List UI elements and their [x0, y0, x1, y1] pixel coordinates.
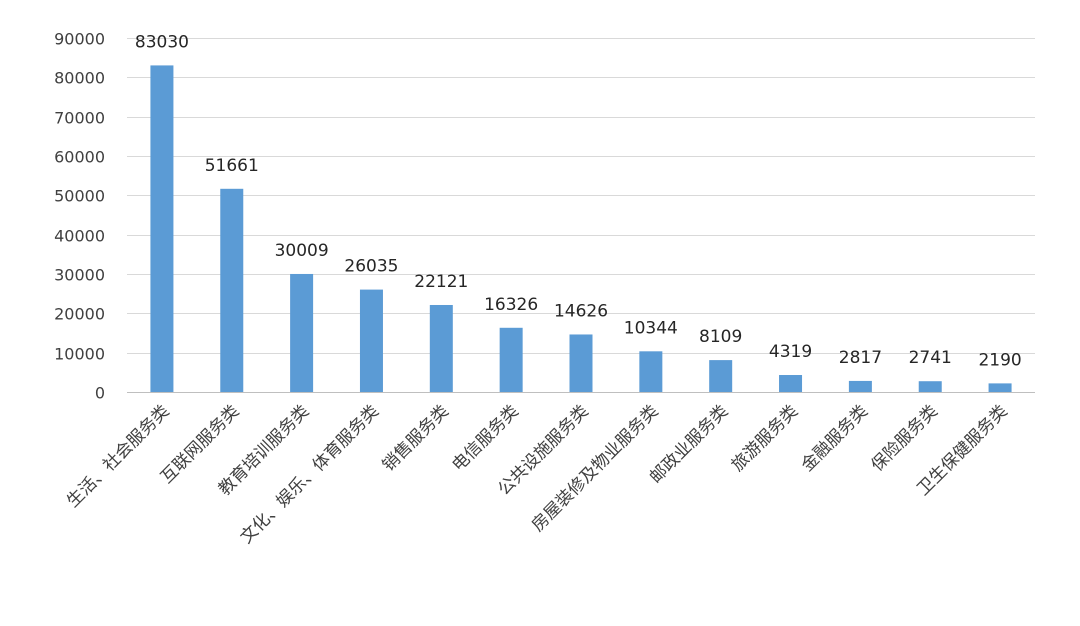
data-label: 14626: [554, 301, 608, 321]
data-label: 16326: [484, 295, 538, 315]
bar: [639, 351, 663, 392]
y-tick-label: 80000: [54, 69, 105, 88]
bar: [220, 188, 244, 392]
y-tick-label: 40000: [54, 227, 105, 246]
bar: [988, 383, 1012, 392]
data-labels: 83030 51661 30009 26035 22121 16326 14626 10344…: [135, 32, 1022, 370]
bar: [918, 381, 942, 392]
category-label: 旅游服务类: [728, 401, 802, 475]
y-tick-label: 10000: [54, 345, 105, 364]
data-label: 2190: [978, 350, 1021, 370]
bar: [429, 304, 453, 392]
category-label: 金融服务类: [798, 401, 872, 475]
bar: [150, 65, 174, 392]
category-label: 销售服务类: [379, 401, 453, 475]
bar: [359, 289, 383, 392]
bar: [499, 327, 523, 392]
category-label: 保险服务类: [868, 401, 942, 475]
y-tick-label: 0: [95, 384, 105, 403]
data-label: 8109: [699, 327, 742, 347]
y-tick-label: 70000: [54, 109, 105, 128]
data-label: 51661: [205, 156, 259, 176]
category-label: 文化、娱乐、体育服务类: [237, 401, 383, 547]
category-label: 生活、社会服务类: [63, 401, 173, 511]
category-label: 电信服务类: [448, 401, 522, 475]
data-label: 22121: [414, 272, 468, 292]
gridlines: [127, 38, 1035, 354]
y-tick-label: 60000: [54, 148, 105, 167]
data-label: 2817: [839, 348, 882, 368]
data-label: 4319: [769, 342, 812, 362]
bar: [569, 334, 593, 392]
y-tick-label: 30000: [54, 266, 105, 285]
bars: [150, 65, 1012, 392]
category-label: 房屋装修及物业服务类: [528, 401, 662, 535]
y-tick-label: 50000: [54, 187, 105, 206]
data-label: 2741: [909, 348, 952, 368]
data-label: 83030: [135, 32, 189, 52]
axes: 0 10000 20000 30000 40000 50000 60000 70000 8000…: [54, 30, 1035, 403]
bar: [709, 360, 733, 392]
category-labels: 生活、社会服务类互联网服务类教育培训服务类文化、娱乐、体育服务类销售服务类电信服…: [63, 401, 1011, 547]
data-label: 30009: [275, 241, 329, 261]
bar: [290, 273, 314, 392]
data-label: 10344: [624, 318, 678, 338]
y-tick-label: 20000: [54, 305, 105, 324]
data-label: 26035: [344, 257, 398, 277]
y-tick-label: 90000: [54, 30, 105, 49]
bar: [779, 375, 803, 392]
bar: [848, 380, 872, 392]
